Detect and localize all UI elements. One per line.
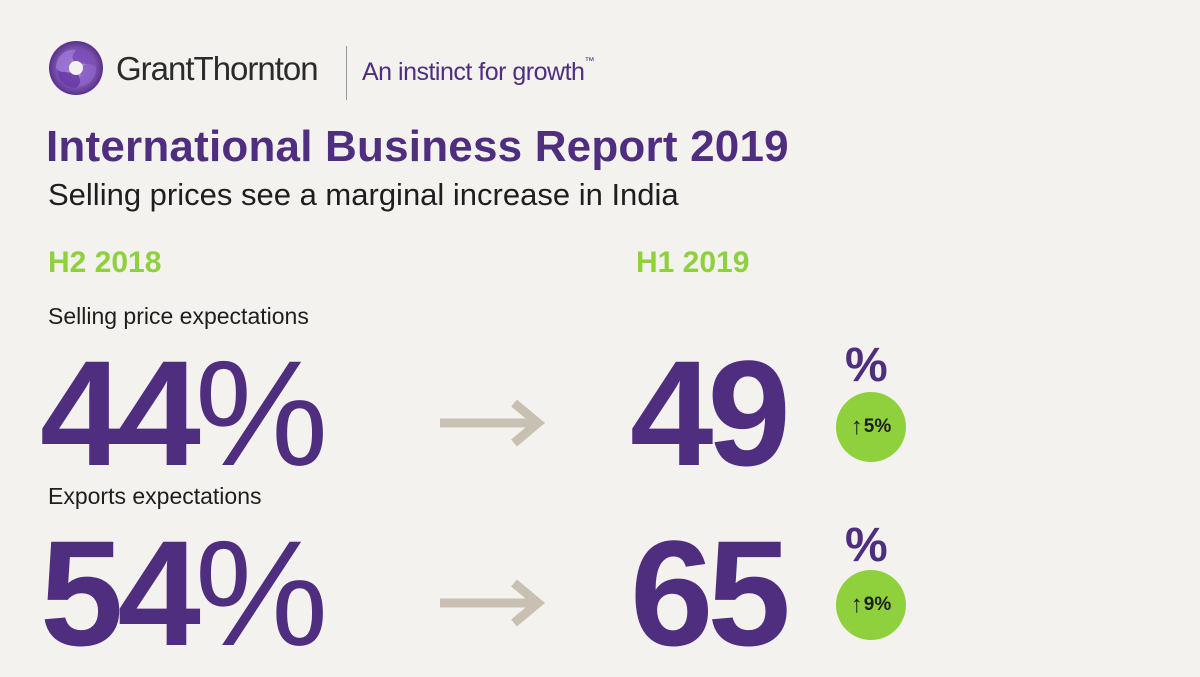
up-arrow-icon: ↑: [850, 413, 863, 440]
metric-after-value: 65: [630, 509, 791, 677]
brand-tagline: An instinct for growth™: [362, 56, 594, 86]
change-badge: ↑ 5%: [836, 392, 906, 462]
metric-label: Exports expectations: [48, 483, 262, 509]
metric-before-value: 44%: [40, 329, 329, 497]
brand-name: GrantThornton: [116, 50, 319, 87]
metric-after-unit: %: [845, 339, 888, 392]
page-subtitle: Selling prices see a marginal increase i…: [48, 177, 679, 212]
metric-label: Selling price expectations: [48, 303, 309, 329]
change-badge: ↑ 9%: [836, 570, 906, 640]
metric-after-unit: %: [845, 519, 888, 572]
up-arrow-icon: ↑: [850, 591, 863, 618]
metric-before-value: 54%: [40, 509, 329, 677]
grant-thornton-logo-icon: [48, 40, 104, 96]
arrow-right-icon: [438, 578, 548, 628]
arrow-right-icon: [438, 398, 548, 448]
brand-divider: [346, 46, 347, 100]
page-title: International Business Report 2019: [46, 122, 789, 171]
metric-after-value: 49: [630, 329, 791, 497]
period-left: H2 2018: [48, 246, 162, 279]
period-right: H1 2019: [636, 246, 750, 279]
